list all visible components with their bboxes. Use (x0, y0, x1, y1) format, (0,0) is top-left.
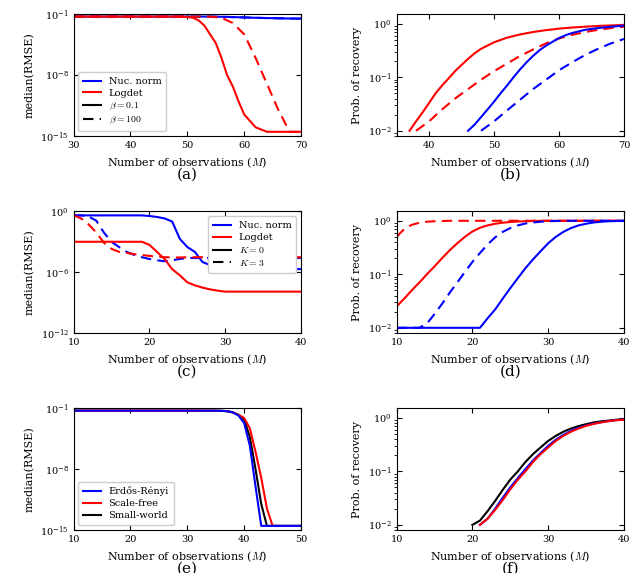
Text: (b): (b) (499, 167, 521, 182)
Text: (e): (e) (177, 562, 198, 573)
Y-axis label: median(RMSE): median(RMSE) (25, 229, 35, 315)
Y-axis label: median(RMSE): median(RMSE) (24, 426, 35, 512)
Legend: Nuc. norm, Logdet, $K = 0$, $K = 3$: Nuc. norm, Logdet, $K = 0$, $K = 3$ (209, 216, 296, 273)
Y-axis label: median(RMSE): median(RMSE) (24, 32, 35, 118)
X-axis label: Number of observations ($M$): Number of observations ($M$) (430, 352, 591, 367)
Y-axis label: Prob. of recovery: Prob. of recovery (352, 421, 362, 518)
Text: (c): (c) (177, 364, 198, 379)
Text: (a): (a) (177, 167, 198, 182)
Y-axis label: Prob. of recovery: Prob. of recovery (352, 26, 362, 124)
Text: (d): (d) (499, 364, 521, 379)
Legend: Nuc. norm, Logdet, $\beta = 0.1$, $\beta = 100$: Nuc. norm, Logdet, $\beta = 0.1$, $\beta… (79, 72, 166, 131)
X-axis label: Number of observations ($M$): Number of observations ($M$) (430, 550, 591, 564)
Y-axis label: Prob. of recovery: Prob. of recovery (352, 223, 362, 321)
Legend: Erdős-Rényi, Scale-free, Small-world: Erdős-Rényi, Scale-free, Small-world (79, 482, 173, 525)
Text: (f): (f) (502, 562, 519, 573)
X-axis label: Number of observations ($M$): Number of observations ($M$) (107, 550, 268, 564)
X-axis label: Number of observations ($M$): Number of observations ($M$) (430, 155, 591, 170)
X-axis label: Number of observations ($M$): Number of observations ($M$) (107, 155, 268, 170)
X-axis label: Number of observations ($M$): Number of observations ($M$) (107, 352, 268, 367)
